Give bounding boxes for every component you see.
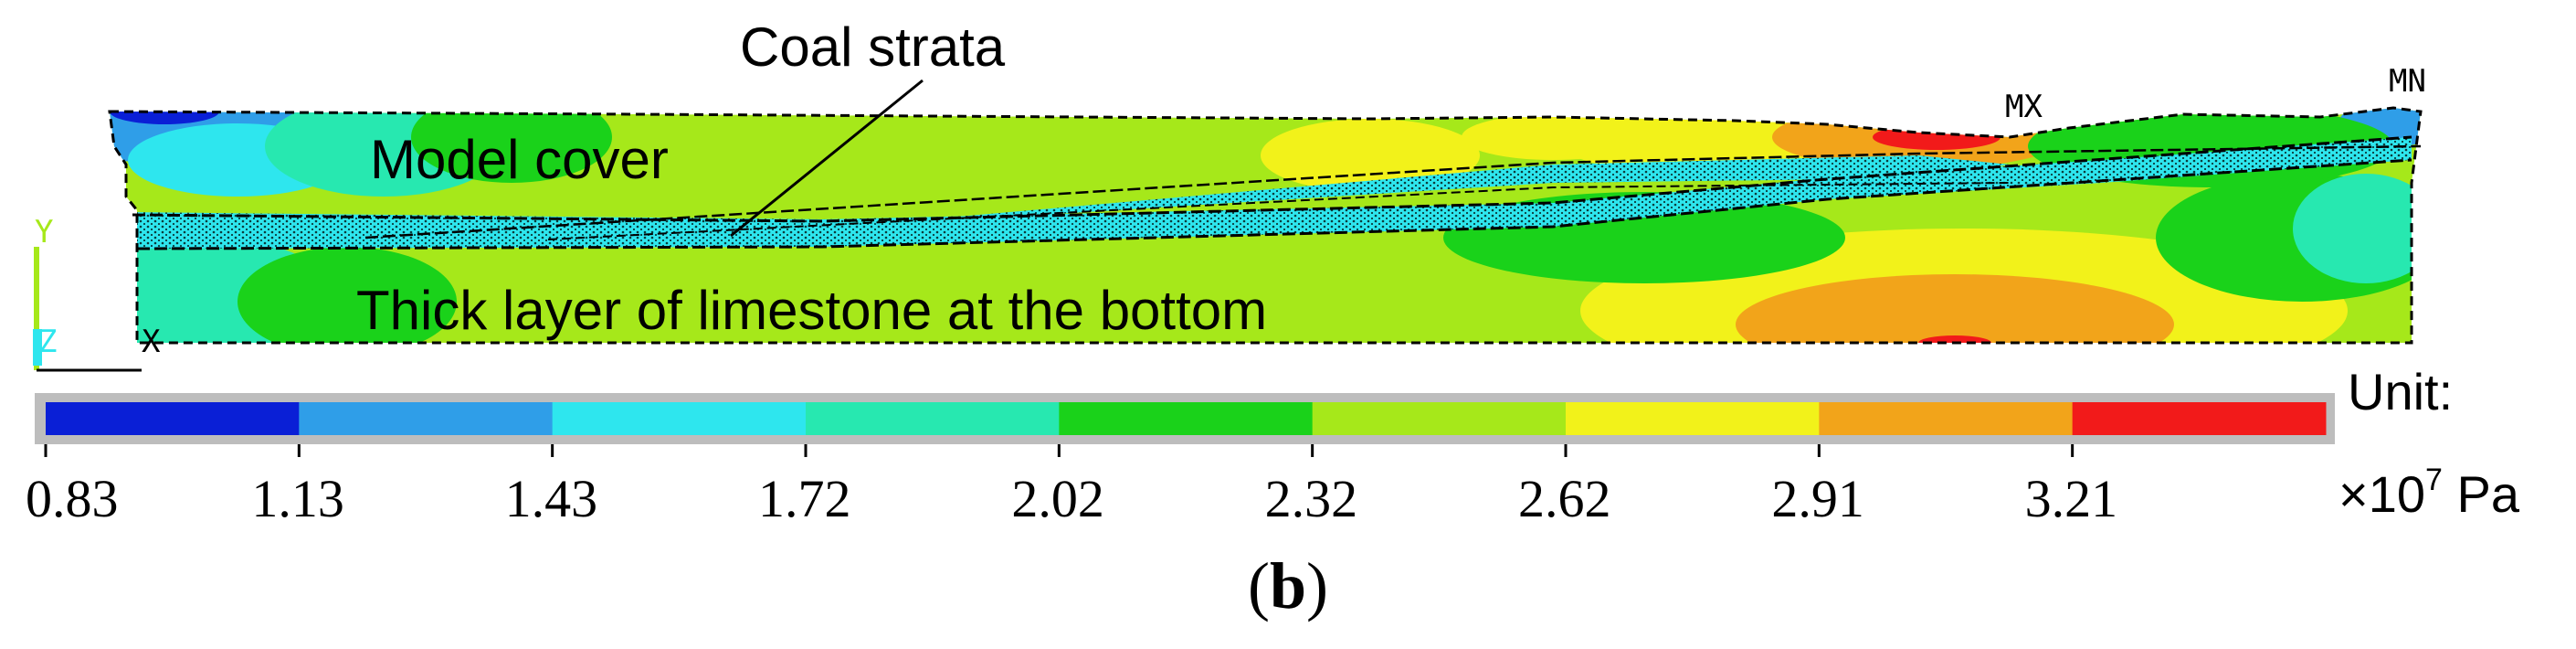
legend-tick-label: 1.72 <box>758 469 851 528</box>
legend-color-cell <box>2072 402 2327 435</box>
caption-close: ) <box>1306 549 1328 622</box>
model-cover-label: Model cover <box>370 129 669 190</box>
contour-model <box>108 106 2423 345</box>
legend-tick-label: 0.83 <box>26 469 119 528</box>
legend-unit-label: Unit: <box>2348 363 2453 420</box>
legend-color-cell <box>299 402 554 435</box>
legend-color-cell <box>1059 402 1314 435</box>
legend-color-cell <box>806 402 1060 435</box>
legend-ticks: 0.83 1.13 1.43 1.72 2.02 2.32 2.62 2.91 3.21 <box>26 444 2117 528</box>
limestone-label: Thick layer of limestone at the bottom <box>356 280 1267 341</box>
color-legend: 0.83 1.13 1.43 1.72 2.02 2.32 2.62 2.91 3.21 Uni… <box>26 363 2520 528</box>
mx-marker: MX <box>2005 89 2043 125</box>
figure-caption: (b) <box>0 548 2576 624</box>
legend-tick-label: 2.32 <box>1265 469 1358 528</box>
axis-y-label: Y <box>35 214 53 250</box>
legend-cells <box>46 402 2327 435</box>
legend-color-cell <box>552 402 807 435</box>
coordinate-triad: Y Z X <box>33 214 161 372</box>
caption-letter: b <box>1269 549 1307 622</box>
mn-marker: MN <box>2389 63 2426 100</box>
legend-tick-label: 2.02 <box>1011 469 1104 528</box>
legend-tick-label: 2.91 <box>1771 469 1864 528</box>
coal-strata-leader-line <box>730 79 924 238</box>
annotations: Coal strata Model cover Thick layer of l… <box>356 16 2426 341</box>
legend-color-cell <box>1312 402 1567 435</box>
legend-tick-label: 1.43 <box>505 469 598 528</box>
axis-z-label: Z <box>38 324 57 360</box>
coal-strata-label: Coal strata <box>740 16 1006 78</box>
legend-unit-value: ×107 Pa <box>2338 463 2520 523</box>
legend-color-cell <box>46 402 300 435</box>
caption-open: ( <box>1247 549 1270 622</box>
legend-color-cell <box>1819 402 2074 435</box>
legend-tick-label: 3.21 <box>2025 469 2118 528</box>
legend-color-cell <box>1566 402 1820 435</box>
axis-x-label: X <box>142 324 161 360</box>
legend-tick-label: 2.62 <box>1518 469 1611 528</box>
legend-tick-label: 1.13 <box>251 469 344 528</box>
